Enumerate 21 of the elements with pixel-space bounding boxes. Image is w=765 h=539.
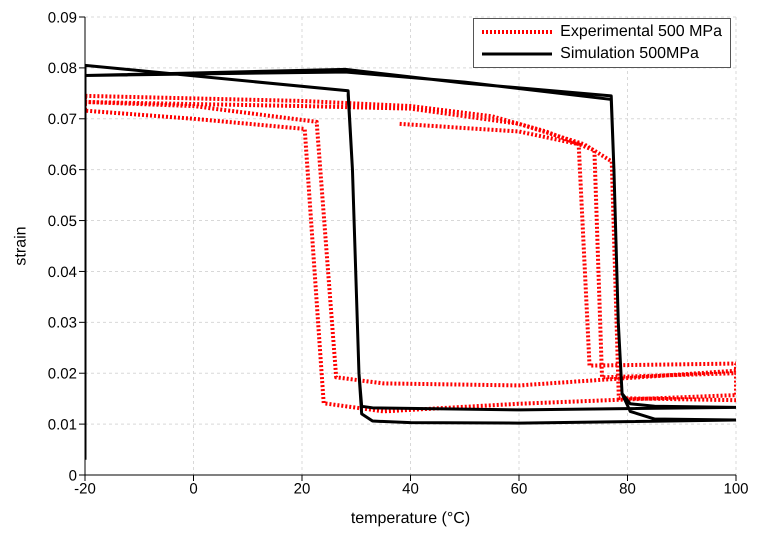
y-tick-label: 0.09 [48, 9, 77, 26]
y-tick-label: 0.03 [48, 314, 77, 332]
y-tick-label: 0 [68, 467, 77, 484]
x-tick-label: 0 [189, 480, 198, 498]
y-tick-label: 0.02 [48, 366, 77, 383]
y-tick-label: 0.06 [48, 162, 77, 179]
legend-label: Simulation 500MPa [560, 45, 699, 63]
legend-label: Experimental 500 MPa [560, 23, 722, 41]
x-tick-label: 60 [510, 480, 528, 498]
y-tick-label: 0.08 [48, 60, 77, 78]
x-tick-label: 100 [723, 480, 749, 498]
x-tick-label: -20 [74, 480, 96, 498]
y-tick-label: 0.01 [48, 416, 77, 434]
x-tick-label: 80 [619, 480, 636, 498]
y-tick-label: 0.07 [48, 111, 77, 128]
x-tick-label: 20 [294, 480, 310, 498]
x-tick-label: 40 [402, 480, 419, 498]
y-axis-title: strain [12, 226, 30, 266]
y-tick-label: 0.04 [48, 264, 77, 281]
x-axis-title: temperature (°C) [350, 510, 470, 527]
y-tick-label: 0.05 [48, 212, 77, 230]
